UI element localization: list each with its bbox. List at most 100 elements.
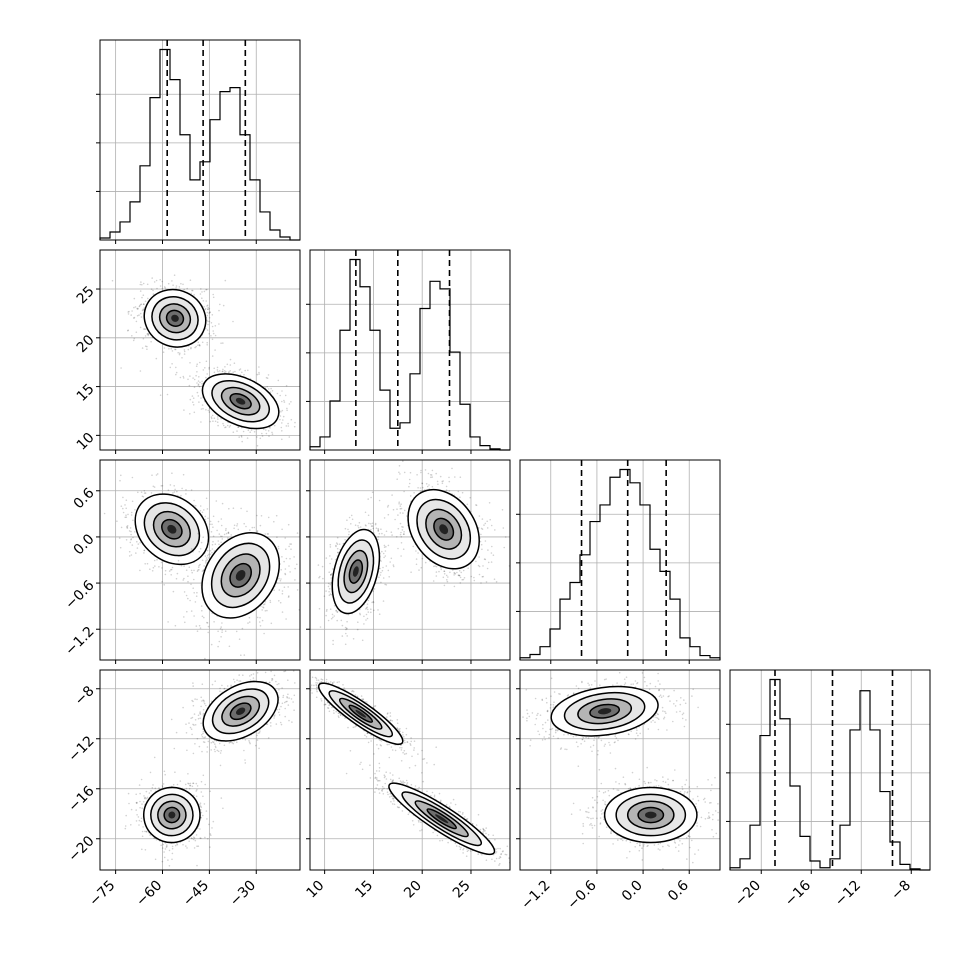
contour-line (343, 549, 369, 594)
scatter-point (318, 576, 320, 579)
scatter-point (131, 335, 133, 337)
scatter-point (119, 546, 122, 549)
scatter-point (122, 496, 124, 499)
scatter-point (319, 575, 321, 578)
scatter-point (177, 559, 180, 562)
scatter-point (130, 538, 132, 541)
scatter-point (164, 569, 167, 572)
scatter-point (190, 583, 192, 586)
scatter-point (212, 526, 214, 528)
scatter-point (138, 314, 140, 316)
scatter-point (211, 523, 213, 526)
scatter-point (381, 569, 384, 572)
contour-line (201, 373, 280, 430)
scatter-point (269, 601, 272, 604)
scatter-point (346, 620, 348, 623)
scatter-point (344, 527, 347, 530)
scatter-point (357, 621, 359, 623)
scatter-point (159, 285, 162, 287)
scatter-point (220, 626, 222, 628)
scatter-point (201, 559, 204, 562)
y-tick-label: −1.2 (62, 624, 97, 659)
scatter-point (201, 511, 204, 514)
scatter-point (199, 345, 201, 347)
scatter-point (350, 514, 353, 517)
scatter-point (194, 346, 196, 349)
scatter-point (132, 339, 135, 342)
scatter-point (203, 290, 206, 293)
scatter-point (211, 338, 214, 341)
scatter-point (249, 431, 251, 434)
scatter-point (151, 277, 153, 279)
scatter-point (377, 529, 380, 531)
scatter-point (218, 323, 220, 325)
scatter-point (504, 536, 507, 538)
scatter-point (363, 623, 365, 625)
scatter-point (128, 550, 131, 553)
scatter-point (190, 347, 192, 350)
scatter-point (191, 571, 193, 574)
scatter-point (209, 550, 212, 552)
scatter-point (264, 600, 267, 603)
scatter-point (196, 591, 198, 594)
scatter-point (233, 524, 236, 527)
scatter-point (193, 592, 195, 594)
scatter-point (103, 512, 106, 515)
scatter-point (224, 366, 226, 368)
scatter-point (196, 570, 199, 572)
scatter-point (192, 550, 194, 553)
scatter-point (217, 520, 220, 523)
scatter-point (220, 636, 222, 638)
scatter-point (325, 590, 327, 592)
x-tick-label: −20 (732, 878, 764, 910)
scatter-point (487, 549, 489, 551)
scatter-point (215, 500, 218, 502)
scatter-point (122, 511, 125, 514)
scatter-point (266, 385, 269, 388)
scatter-point (502, 527, 505, 529)
scatter-point (139, 542, 141, 544)
scatter-point (270, 387, 272, 390)
scatter-point (287, 596, 290, 598)
scatter-point (367, 498, 370, 500)
scatter-point (481, 576, 484, 578)
scatter-point (365, 525, 367, 527)
scatter-point (286, 409, 288, 412)
scatter-point (383, 546, 386, 548)
scatter-point (269, 391, 272, 394)
density-fill (167, 524, 177, 534)
scatter-point (204, 657, 206, 660)
scatter-point (345, 628, 347, 631)
scatter-point (198, 344, 201, 346)
scatter-point (336, 611, 339, 613)
scatter-point (284, 572, 286, 575)
scatter-point (208, 312, 210, 314)
scatter-point (265, 376, 268, 379)
scatter-point (489, 518, 492, 521)
scatter-point (197, 532, 199, 535)
scatter-point (144, 492, 147, 494)
scatter-point (206, 621, 208, 624)
scatter-point (377, 609, 379, 611)
scatter-point (372, 600, 375, 603)
scatter-point (329, 555, 331, 557)
scatter-point (296, 589, 299, 591)
scatter-point (284, 394, 287, 397)
scatter-point (330, 558, 333, 560)
scatter-point (139, 312, 142, 315)
scatter-point (201, 570, 204, 572)
scatter-point (269, 599, 272, 602)
scatter-point (190, 548, 193, 550)
scatter-point (251, 526, 254, 529)
scatter-point (201, 382, 203, 385)
scatter-point (131, 476, 134, 479)
scatter-point (127, 329, 129, 332)
scatter-point (335, 542, 338, 544)
scatter-point (267, 456, 269, 458)
scatter-point (327, 619, 330, 622)
scatter-point (227, 531, 230, 534)
scatter-point (240, 507, 242, 510)
scatter-point (279, 418, 281, 421)
scatter-point (214, 543, 217, 545)
scatter-point (197, 566, 200, 568)
